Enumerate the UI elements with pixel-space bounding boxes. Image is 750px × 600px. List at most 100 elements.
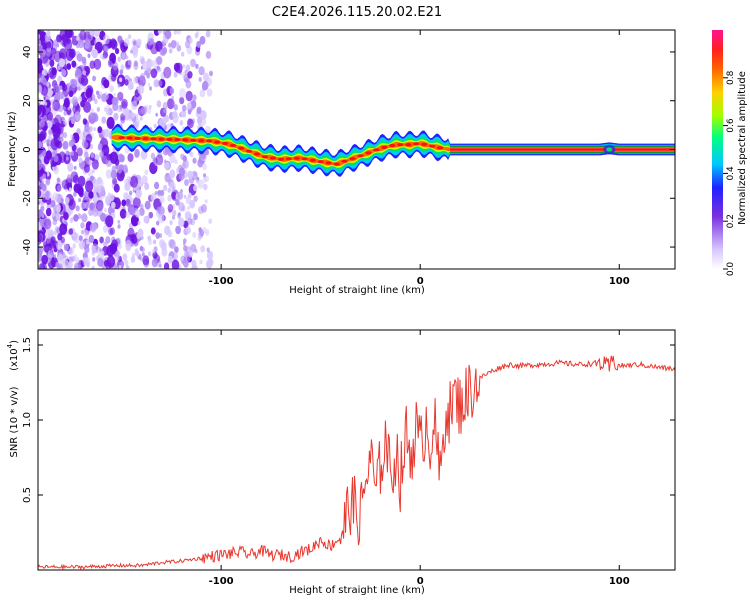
noise-point bbox=[70, 79, 78, 89]
noise-point bbox=[164, 159, 167, 164]
noise-point bbox=[172, 101, 176, 106]
noise-point bbox=[38, 189, 42, 198]
noise-point bbox=[106, 116, 115, 129]
noise-point bbox=[195, 63, 199, 69]
noise-point bbox=[148, 211, 154, 219]
noise-point bbox=[64, 30, 73, 39]
noise-point bbox=[193, 213, 198, 221]
noise-point bbox=[192, 232, 197, 238]
colorbar-ticks: 0.0 0.2 0.4 0.6 0.8 bbox=[723, 70, 736, 276]
top-x-ticks: -100 0 100 bbox=[209, 30, 630, 287]
top-panel: -40 -20 0 20 40 -100 0 100 Height of straight … bbox=[7, 29, 676, 296]
noise-point bbox=[63, 212, 69, 221]
noise-point bbox=[161, 49, 166, 56]
noise-point bbox=[92, 202, 97, 208]
ridge-peak bbox=[436, 146, 444, 150]
noise-point bbox=[133, 197, 141, 209]
top-y-tick-label: 20 bbox=[22, 94, 33, 107]
noise-point bbox=[164, 30, 172, 40]
noise-point bbox=[189, 199, 196, 209]
noise-point bbox=[185, 64, 191, 72]
noise-point bbox=[111, 239, 118, 250]
noise-point bbox=[133, 60, 138, 67]
bottom-y-tick-label: 0.5 bbox=[22, 487, 33, 503]
colorbar-label: Normalized spectral amplitude bbox=[737, 71, 748, 225]
noise-point bbox=[47, 250, 54, 259]
noise-point bbox=[157, 99, 161, 105]
noise-point bbox=[38, 105, 42, 116]
noise-point bbox=[75, 257, 80, 264]
noise-point bbox=[199, 259, 203, 265]
noise-point bbox=[73, 165, 77, 170]
noise-point bbox=[91, 159, 99, 170]
ridge-peak bbox=[309, 158, 316, 162]
noise-point bbox=[156, 206, 161, 213]
noise-point bbox=[187, 102, 192, 110]
noise-point bbox=[46, 111, 54, 121]
noise-point bbox=[134, 209, 141, 218]
colorbar-tick-label: 0.0 bbox=[726, 262, 736, 277]
noise-point bbox=[80, 100, 85, 108]
noise-point bbox=[119, 208, 127, 219]
noise-point bbox=[118, 265, 122, 269]
noise-point bbox=[49, 59, 55, 67]
noise-point bbox=[124, 79, 129, 86]
noise-point bbox=[81, 213, 88, 223]
noise-point bbox=[93, 30, 100, 37]
colorbar-tick-label: 0.6 bbox=[726, 118, 736, 133]
colorbar-gradient bbox=[712, 30, 723, 269]
noise-point bbox=[129, 175, 139, 188]
noise-point bbox=[173, 71, 178, 78]
noise-point bbox=[61, 179, 69, 190]
noise-point bbox=[111, 73, 117, 82]
noise-point bbox=[88, 208, 94, 216]
noise-point bbox=[149, 38, 154, 45]
noise-point bbox=[45, 47, 52, 57]
ridge-peak bbox=[269, 156, 277, 160]
noise-point bbox=[197, 235, 202, 241]
ridge-peak bbox=[285, 157, 292, 161]
noise-point bbox=[72, 243, 76, 249]
noise-point bbox=[43, 244, 49, 253]
noise-point bbox=[76, 128, 81, 135]
noise-point bbox=[99, 189, 106, 199]
noise-point bbox=[197, 179, 204, 189]
noise-point bbox=[115, 48, 120, 55]
noise-point bbox=[111, 57, 116, 64]
noise-point bbox=[122, 253, 128, 261]
noise-point bbox=[52, 99, 61, 112]
noise-point bbox=[192, 157, 197, 164]
noise-point bbox=[127, 153, 134, 163]
noise-point bbox=[193, 195, 198, 202]
noise-point bbox=[171, 95, 174, 100]
noise-point bbox=[69, 217, 74, 224]
noise-point bbox=[203, 173, 207, 178]
noise-point bbox=[93, 127, 96, 132]
noise-point bbox=[71, 60, 77, 68]
noise-point bbox=[200, 110, 207, 120]
ridge-peak bbox=[150, 137, 157, 141]
noise-point bbox=[85, 87, 93, 98]
noise-point bbox=[45, 178, 51, 186]
noise-point bbox=[69, 187, 72, 192]
noise-point bbox=[130, 49, 133, 54]
noise-point bbox=[190, 58, 196, 68]
noise-point bbox=[47, 121, 53, 129]
ridge-peak bbox=[174, 138, 181, 142]
noise-point bbox=[77, 86, 81, 91]
ridge-peak bbox=[421, 142, 428, 146]
colorbar: 0.0 0.2 0.4 0.6 0.8 Normalized spectral ampl… bbox=[712, 30, 748, 276]
noise-point bbox=[67, 162, 74, 172]
noise-point bbox=[205, 149, 209, 156]
noise-point bbox=[94, 98, 98, 105]
noise-point bbox=[167, 255, 173, 264]
noise-point bbox=[73, 191, 77, 197]
noise-point bbox=[183, 259, 189, 268]
noise-point bbox=[40, 132, 46, 141]
noise-point bbox=[89, 222, 97, 233]
noise-point bbox=[117, 219, 121, 224]
noise-point bbox=[192, 94, 197, 101]
noise-point bbox=[44, 101, 48, 106]
noise-point bbox=[124, 259, 129, 267]
noise-point bbox=[85, 180, 94, 193]
